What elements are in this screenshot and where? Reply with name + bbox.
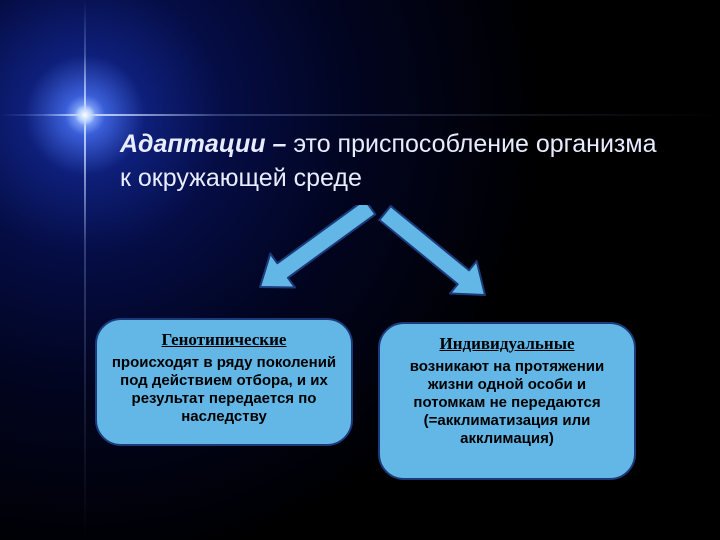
flare-horizontal [0,114,720,116]
flare-core [75,105,95,125]
box-genotypic: Генотипические происходят в ряду поколен… [95,318,353,446]
box-genotypic-body: происходят в ряду поколений под действие… [112,354,336,425]
arrows-svg [230,205,510,315]
flare-vertical [84,0,86,540]
box-individual-head: Индивидуальные [392,334,622,354]
box-individual: Индивидуальные возникают на протяжении ж… [378,322,636,480]
slide: Адаптации – это приспособление организма… [0,0,720,540]
title-term: Адаптации – [120,130,293,158]
arrow-left [260,205,375,288]
box-genotypic-head: Генотипические [109,330,339,350]
slide-title: Адаптации – это приспособление организма… [120,128,660,196]
box-individual-body: возникают на протяжении жизни одной особ… [410,358,605,447]
arrow-right [379,206,485,295]
